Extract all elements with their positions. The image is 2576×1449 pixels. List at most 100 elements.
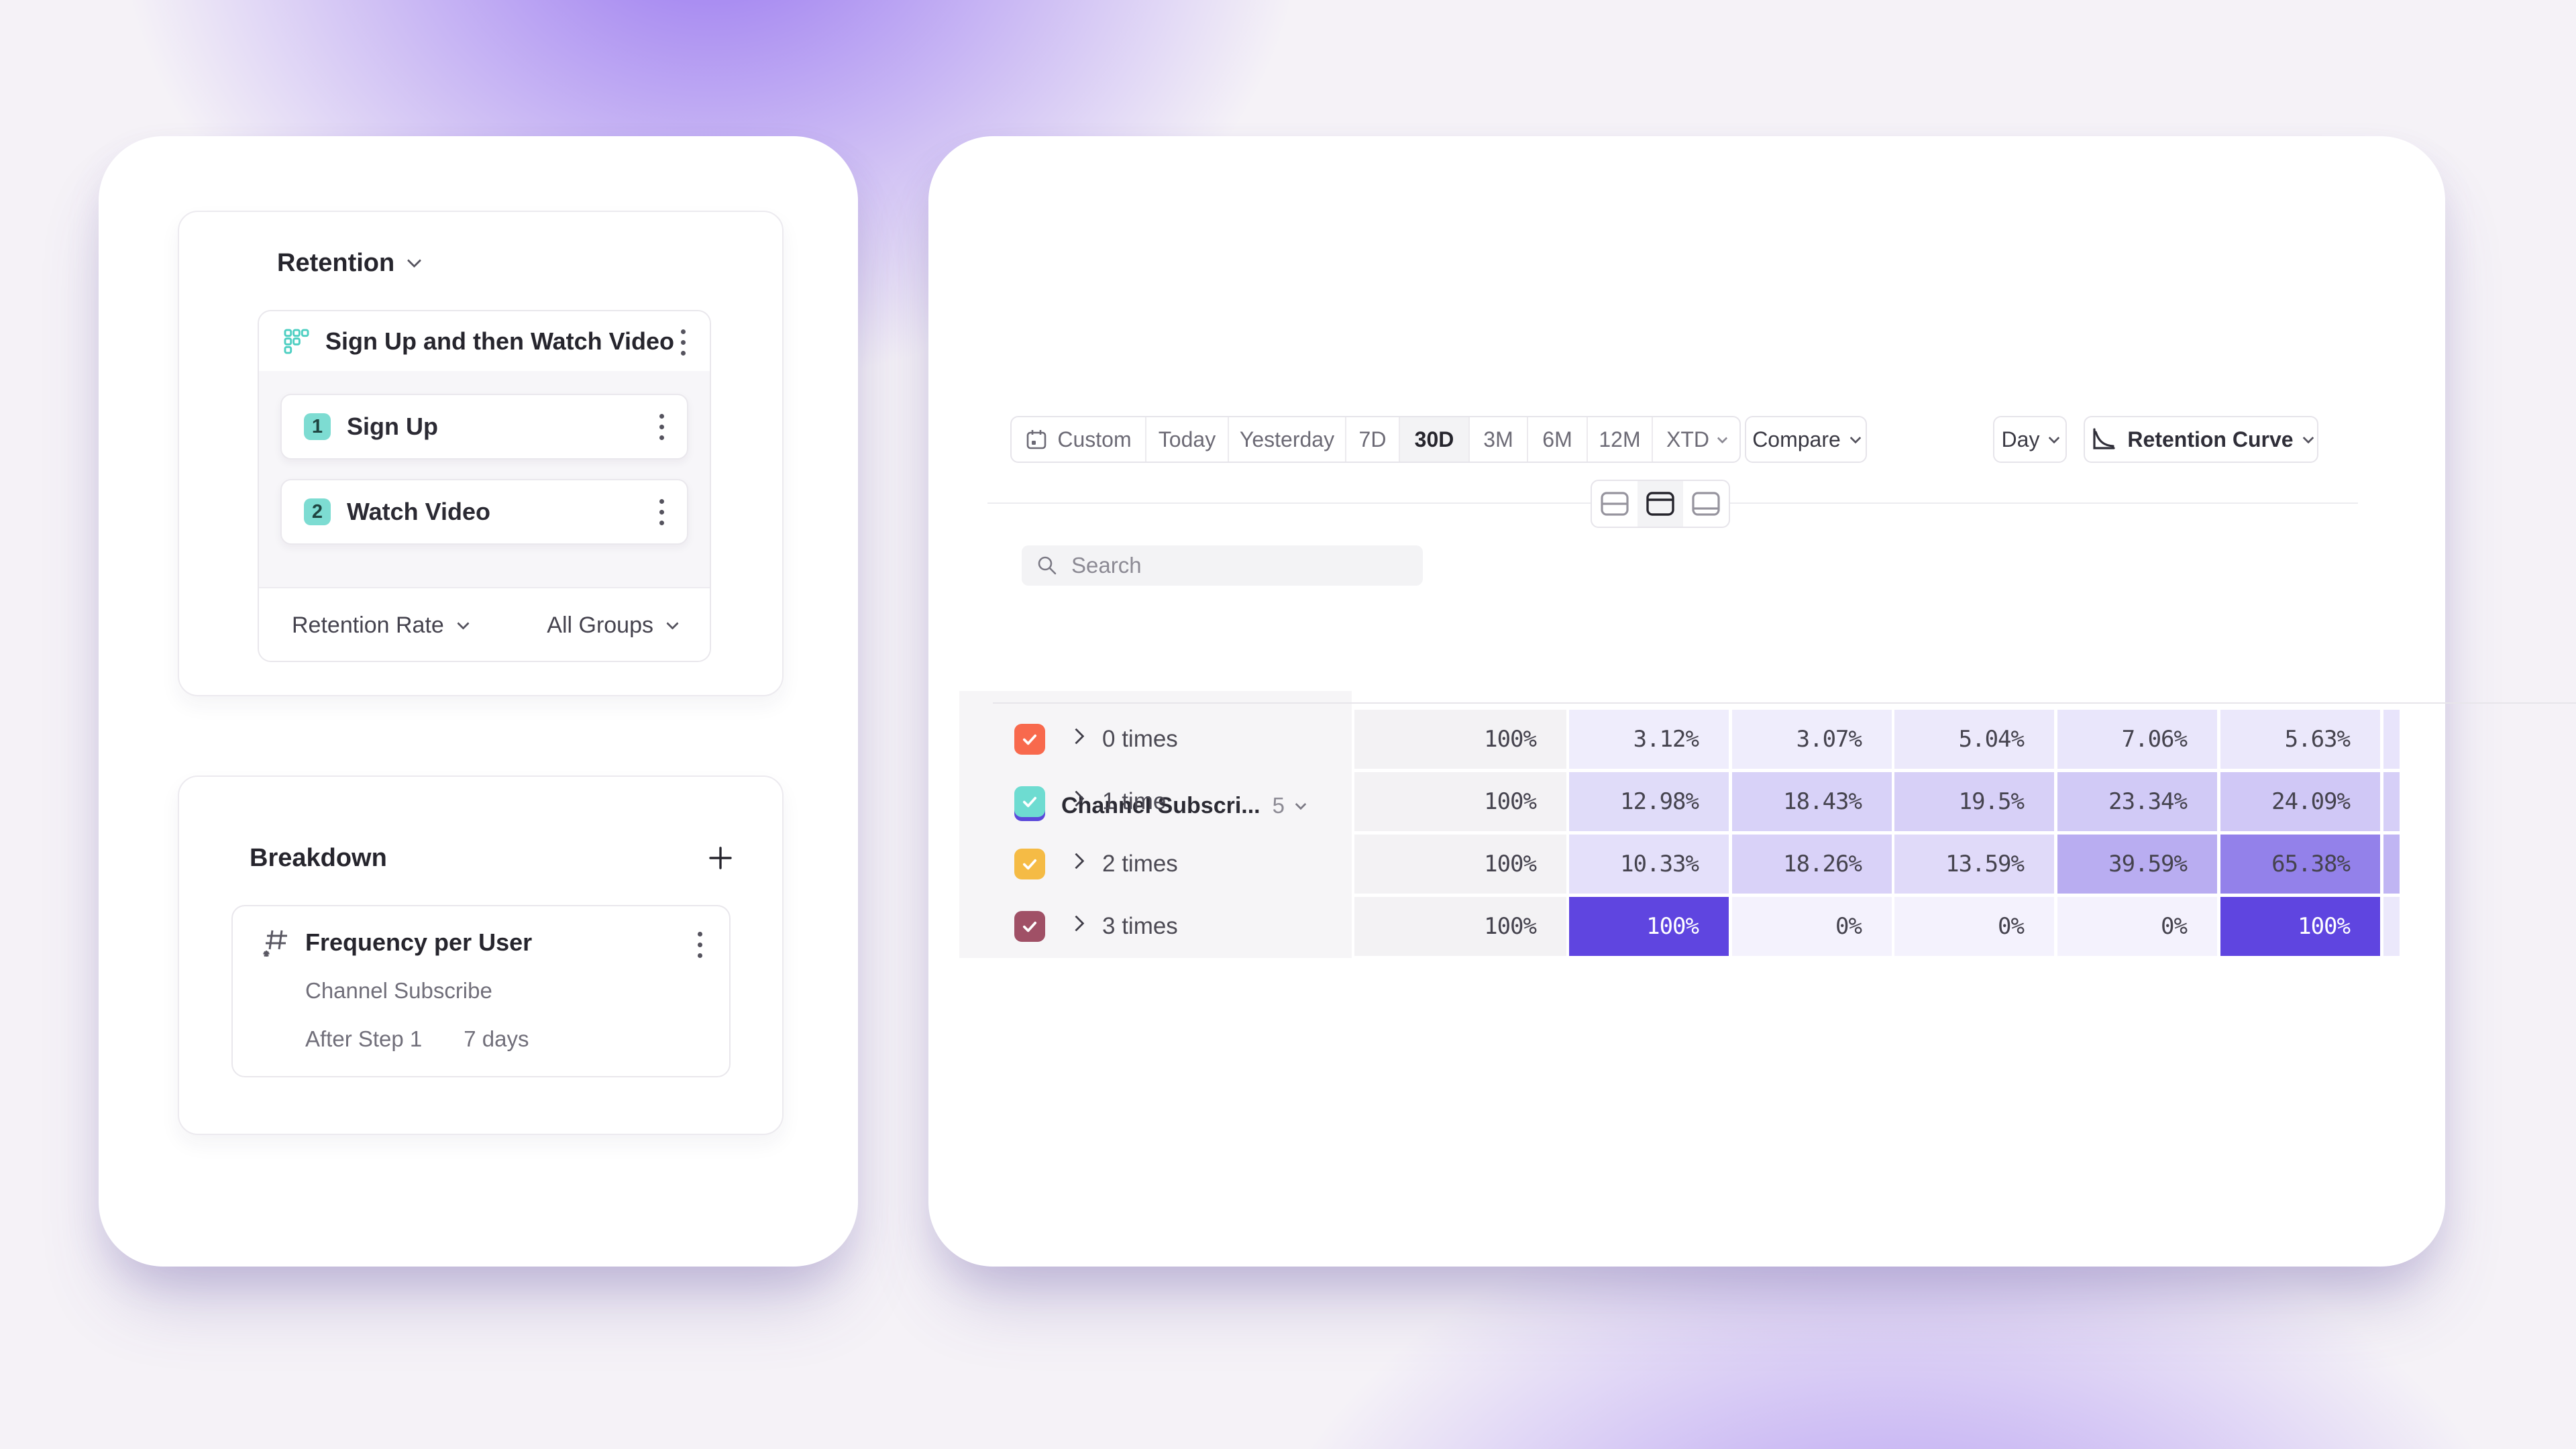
- chevron-down-icon: [2048, 432, 2060, 444]
- heat-cell[interactable]: 18.26%: [1732, 835, 1892, 894]
- date-range-label: Today: [1158, 427, 1216, 451]
- add-breakdown-button[interactable]: [706, 843, 735, 873]
- compare-button[interactable]: Compare: [1745, 416, 1867, 463]
- heat-cell[interactable]: 7.06%: [2057, 710, 2217, 769]
- total-cell[interactable]: 100%: [1354, 772, 1566, 831]
- date-range-custom[interactable]: Custom: [1012, 417, 1146, 462]
- check-icon: [1022, 921, 1037, 932]
- step-menu-button[interactable]: [659, 413, 664, 440]
- groups-dropdown[interactable]: All Groups: [547, 612, 679, 639]
- retention-grid-icon: [284, 328, 309, 354]
- layout-toggle-group: [1591, 480, 1730, 528]
- total-cell[interactable]: 100%: [1354, 835, 1566, 894]
- table-row: 2 times 100% 10.33% 18.26% 13.59% 39.59%…: [928, 835, 2445, 894]
- layout-split-toggle[interactable]: [1592, 481, 1638, 527]
- expand-row-chevron[interactable]: [1068, 790, 1085, 807]
- breakdown-after-step[interactable]: After Step 1: [305, 1026, 423, 1051]
- check-icon: [1022, 859, 1037, 870]
- breakdown-window[interactable]: 7 days: [464, 1026, 529, 1051]
- chart-type-label: Retention Curve: [2127, 427, 2294, 451]
- heat-cell[interactable]: 24.09%: [2220, 772, 2380, 831]
- heat-cell[interactable]: 18.43%: [1732, 772, 1892, 831]
- date-range-7d[interactable]: 7D: [1346, 417, 1400, 462]
- funnel-footer: Retention Rate All Groups: [259, 587, 710, 661]
- table-row: 0 times 100% 3.12% 3.07% 5.04% 7.06% 5.6…: [928, 710, 2445, 769]
- check-icon: [1022, 734, 1037, 745]
- date-range-yesterday[interactable]: Yesterday: [1229, 417, 1346, 462]
- heat-cell[interactable]: 5.63%: [2220, 710, 2380, 769]
- funnel-step-2[interactable]: 2 Watch Video: [280, 479, 688, 545]
- funnel-steps-area: 1 Sign Up 2 Watch Video: [259, 371, 710, 587]
- search-box[interactable]: [1022, 545, 1423, 586]
- heat-cell[interactable]: 100%: [2220, 897, 2380, 956]
- date-range-label: XTD: [1666, 427, 1709, 451]
- date-range-12m[interactable]: 12M: [1588, 417, 1653, 462]
- heat-cell[interactable]: 10.33%: [1569, 835, 1729, 894]
- row-checkbox[interactable]: [1014, 911, 1045, 942]
- heat-cell[interactable]: 23.34%: [2057, 772, 2217, 831]
- heat-cell[interactable]: 19.5%: [1894, 772, 2054, 831]
- breakdown-menu-button[interactable]: [698, 932, 702, 958]
- clipped-next-column-cell: [2383, 897, 2400, 956]
- group-count: 5: [1272, 793, 1285, 818]
- heat-cell[interactable]: 39.59%: [2057, 835, 2217, 894]
- date-range-label: 7D: [1358, 427, 1387, 451]
- heat-cell[interactable]: 12.98%: [1569, 772, 1729, 831]
- heat-cell[interactable]: 13.59%: [1894, 835, 2054, 894]
- heat-cell[interactable]: 0%: [2057, 897, 2217, 956]
- heat-cell[interactable]: 0%: [1894, 897, 2054, 956]
- groups-label: All Groups: [547, 612, 653, 638]
- chevron-down-icon: [407, 253, 422, 268]
- step-number-badge: 2: [304, 498, 331, 525]
- step-menu-button[interactable]: [659, 498, 664, 525]
- row-label: 2 times: [1102, 851, 1178, 877]
- date-range-today[interactable]: Today: [1146, 417, 1229, 462]
- heat-cell[interactable]: 3.12%: [1569, 710, 1729, 769]
- layout-table-toggle[interactable]: [1638, 481, 1683, 527]
- row-checkbox[interactable]: [1014, 849, 1045, 879]
- step-label: Sign Up: [347, 413, 438, 440]
- date-range-30d-selected[interactable]: 30D: [1400, 417, 1470, 462]
- granularity-button[interactable]: Day: [1993, 416, 2067, 463]
- heat-cell[interactable]: 0%: [1732, 897, 1892, 956]
- date-range-6m[interactable]: 6M: [1528, 417, 1588, 462]
- total-cell[interactable]: 100%: [1354, 897, 1566, 956]
- group-column-label: Channel Subscri...: [1061, 792, 1260, 818]
- expand-row-chevron[interactable]: [1068, 728, 1085, 745]
- chevron-down-icon: [1717, 433, 1728, 443]
- date-range-label: 30D: [1414, 427, 1454, 451]
- report-type-dropdown[interactable]: Retention: [277, 249, 422, 278]
- date-range-label: Yesterday: [1239, 427, 1335, 451]
- heat-cell[interactable]: 65.38%: [2220, 835, 2380, 894]
- date-range-xtd[interactable]: XTD: [1653, 417, 1739, 462]
- breakdown-item-card[interactable]: Frequency per User Channel Subscribe Aft…: [231, 905, 731, 1077]
- row-checkbox[interactable]: [1014, 786, 1045, 817]
- expand-row-chevron[interactable]: [1068, 853, 1085, 869]
- bottom-panel-icon: [1692, 492, 1720, 516]
- step-number-badge: 1: [304, 413, 331, 440]
- clipped-next-column-cell: [2383, 835, 2400, 894]
- date-range-3m[interactable]: 3M: [1470, 417, 1528, 462]
- check-icon: [1022, 796, 1037, 808]
- expand-row-chevron[interactable]: [1068, 915, 1085, 932]
- chart-type-button[interactable]: Retention Curve: [2084, 416, 2318, 463]
- heat-cell[interactable]: 100%: [1569, 897, 1729, 956]
- heat-cell[interactable]: 5.04%: [1894, 710, 2054, 769]
- funnel-menu-button[interactable]: [681, 329, 686, 356]
- date-range-label: 12M: [1599, 427, 1641, 451]
- search-input[interactable]: [1070, 552, 1392, 579]
- funnel-step-1[interactable]: 1 Sign Up: [280, 394, 688, 460]
- metric-dropdown[interactable]: Retention Rate: [292, 612, 470, 639]
- step-label: Watch Video: [347, 498, 491, 525]
- table-header-divider: [993, 702, 2576, 704]
- heat-cell[interactable]: 3.07%: [1732, 710, 1892, 769]
- row-checkbox[interactable]: [1014, 724, 1045, 755]
- numeric-property-icon: [263, 930, 287, 957]
- chevron-down-icon: [2302, 432, 2314, 444]
- group-column-dropdown[interactable]: Channel Subscri... 5: [1061, 777, 1307, 835]
- total-cell[interactable]: 100%: [1354, 710, 1566, 769]
- breakdown-event: Channel Subscribe: [305, 978, 492, 1003]
- layout-bottom-toggle[interactable]: [1683, 481, 1729, 527]
- breakdown-title: Breakdown: [250, 843, 387, 872]
